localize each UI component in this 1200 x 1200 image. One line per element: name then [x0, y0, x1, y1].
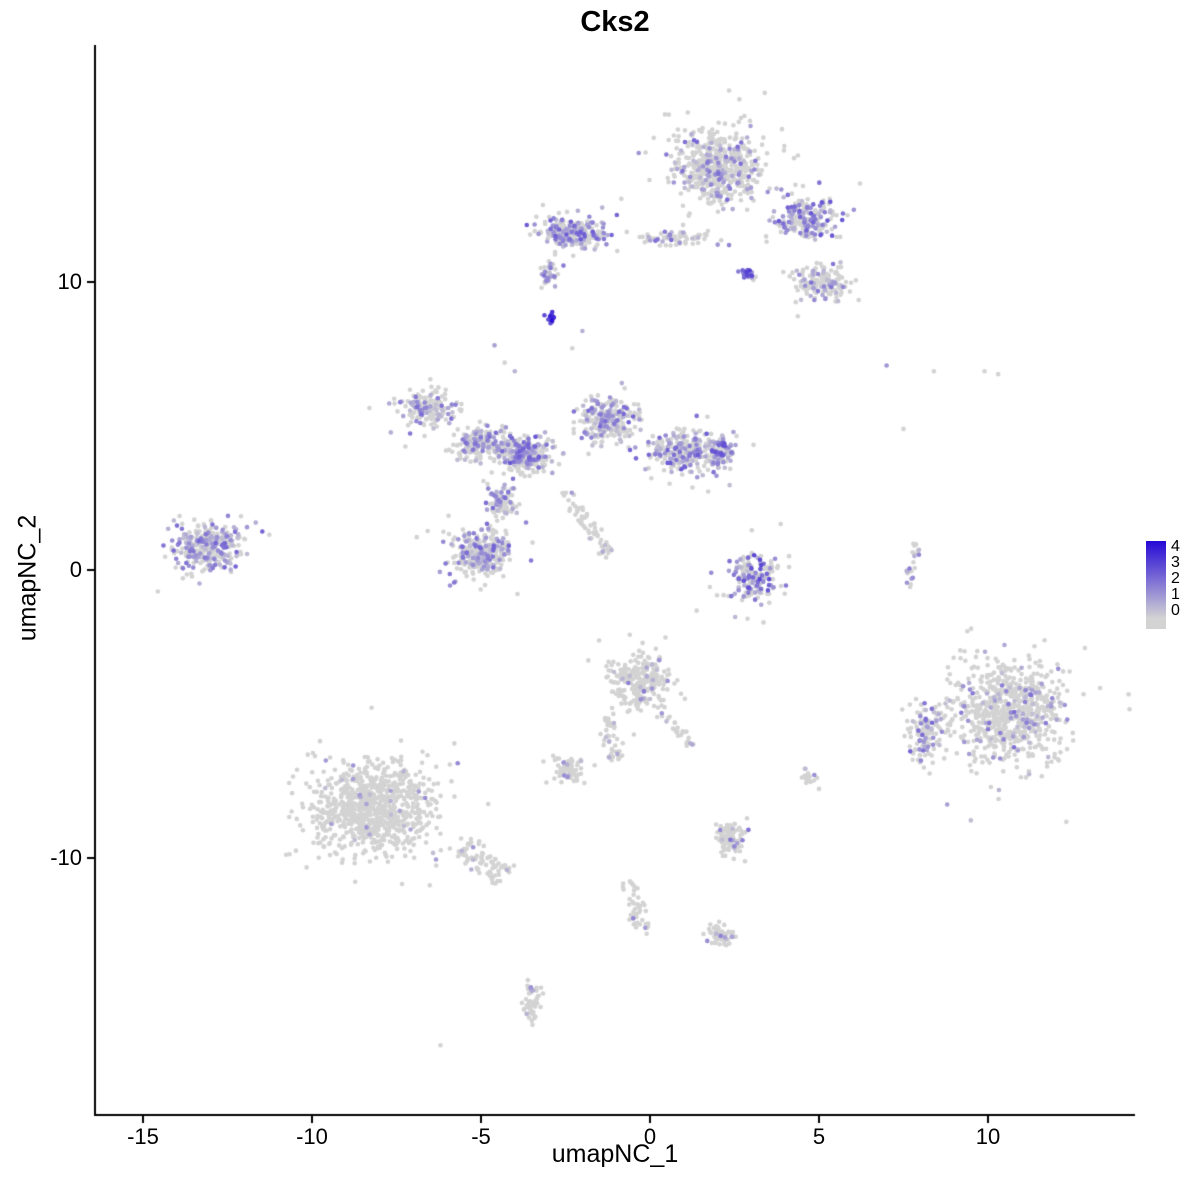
x-tick-label: -15 — [127, 1124, 159, 1149]
y-tick-label: 10 — [57, 269, 82, 294]
y-tick-label: 0 — [69, 557, 82, 582]
y-tick-label: -10 — [50, 845, 82, 870]
x-tick-label: 5 — [812, 1124, 826, 1149]
legend-label: 1 — [1171, 586, 1180, 603]
x-tick-label: -10 — [296, 1124, 328, 1149]
legend-label: 4 — [1171, 538, 1180, 555]
x-tick-label: 10 — [975, 1124, 1001, 1149]
legend-label: 2 — [1171, 570, 1180, 587]
plot-title: Cks2 — [580, 6, 650, 38]
legend-label: 0 — [1171, 602, 1180, 619]
x-tick-label: -5 — [471, 1124, 491, 1149]
x-tick-label: 0 — [643, 1124, 657, 1149]
legend-label: 3 — [1171, 554, 1180, 571]
legend-gradient-bar — [1146, 541, 1166, 629]
x-axis-title: umapNC_1 — [551, 1140, 679, 1168]
